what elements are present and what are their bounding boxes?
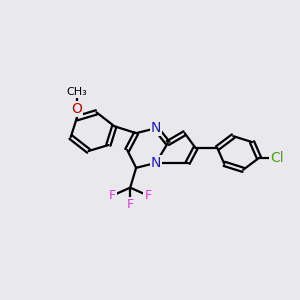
Text: O: O bbox=[71, 102, 82, 116]
Text: F: F bbox=[145, 189, 152, 202]
Text: Cl: Cl bbox=[270, 151, 284, 165]
Text: CH₃: CH₃ bbox=[66, 88, 87, 98]
Text: N: N bbox=[151, 156, 161, 170]
Text: N: N bbox=[151, 121, 161, 135]
Text: F: F bbox=[109, 189, 116, 202]
Text: F: F bbox=[127, 198, 134, 211]
